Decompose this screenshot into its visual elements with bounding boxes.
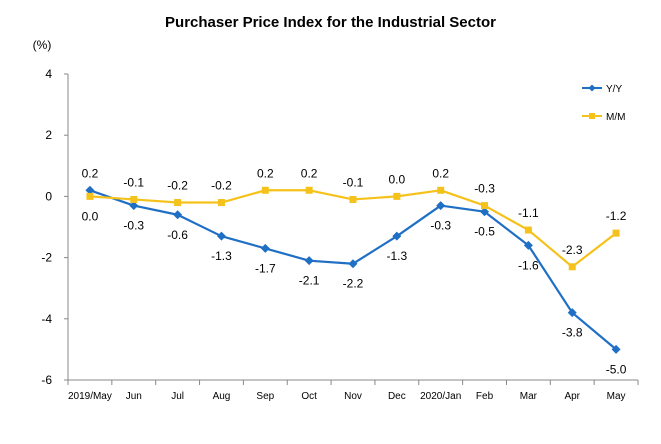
data-label-mm: -1.1 <box>518 206 539 220</box>
x-tick-label: Jun <box>126 391 142 402</box>
data-label-mm: -0.2 <box>167 179 188 193</box>
data-label-yy: -1.6 <box>518 258 539 272</box>
data-point-yy <box>348 259 358 269</box>
y-axis-label: (%) <box>33 38 52 52</box>
data-point-mm <box>86 192 94 200</box>
x-tick-label: Mar <box>520 391 538 402</box>
data-label-mm: -2.3 <box>562 243 583 257</box>
data-label-yy: 0.2 <box>82 166 99 180</box>
data-point-mm <box>217 199 225 207</box>
data-point-yy <box>216 231 226 241</box>
data-label-mm: -0.1 <box>123 175 144 189</box>
data-point-yy <box>260 243 270 253</box>
legend-marker <box>588 84 596 92</box>
y-tick-label: 0 <box>45 189 52 203</box>
data-point-mm <box>437 186 445 194</box>
data-point-yy <box>392 231 402 241</box>
legend-marker <box>589 113 595 119</box>
x-tick-label: Aug <box>213 391 231 402</box>
x-tick-label: Dec <box>388 391 406 402</box>
data-label-yy: -0.3 <box>123 219 144 233</box>
data-label-mm: -0.3 <box>474 182 495 196</box>
x-tick-label: Oct <box>301 391 317 402</box>
y-tick-label: -2 <box>41 251 52 265</box>
data-label-yy: -2.2 <box>343 277 364 291</box>
data-label-yy: -0.6 <box>167 228 188 242</box>
data-point-yy <box>85 185 95 195</box>
x-tick-label: Nov <box>344 391 362 402</box>
data-label-yy: -5.0 <box>606 362 627 376</box>
data-label-mm: -1.2 <box>606 209 627 223</box>
data-point-mm <box>349 195 357 203</box>
x-tick-label: Sep <box>256 391 274 402</box>
data-label-yy: -1.3 <box>387 249 408 263</box>
y-tick-label: 4 <box>45 67 52 81</box>
data-point-mm <box>305 186 313 194</box>
data-label-yy: -0.5 <box>474 225 495 239</box>
data-label-yy: -3.8 <box>562 326 583 340</box>
data-point-mm <box>393 192 401 200</box>
data-point-mm <box>524 226 532 234</box>
x-tick-label: Feb <box>476 391 494 402</box>
chart-title: Purchaser Price Index for the Industrial… <box>165 14 496 31</box>
x-tick-label: 2020/Jan <box>420 391 461 402</box>
y-ticks: 4 2 0 -2 -4 -6 <box>41 67 68 387</box>
data-label-yy: -2.1 <box>299 274 320 288</box>
data-point-yy <box>523 240 533 250</box>
series-points <box>85 185 621 354</box>
data-label-mm: -0.2 <box>211 179 232 193</box>
x-ticks: 2019/May Jun Jul Aug Sep Oct Nov Dec 2020/Jan Feb… <box>67 380 639 402</box>
legend-label: M/M <box>606 112 625 123</box>
data-point-yy <box>436 201 446 211</box>
data-label-mm: 0.0 <box>82 209 99 223</box>
data-label-yy: -1.3 <box>211 249 232 263</box>
y-tick-label: 2 <box>45 128 52 142</box>
axes <box>67 74 638 381</box>
x-tick-label: Apr <box>564 391 580 402</box>
data-label-mm: 0.2 <box>257 166 274 180</box>
data-point-mm <box>568 263 576 271</box>
legend: Y/Y M/M <box>582 84 625 123</box>
x-tick-label: 2019/May <box>68 391 112 402</box>
data-point-yy <box>567 308 577 318</box>
data-label-yy: -1.7 <box>255 261 276 275</box>
data-point-yy <box>304 256 314 266</box>
data-labels: 0.2 0.0 -0.3 -0.1 -0.6 -0.2 -1.3 -0.2 -1.7 0.2 -2.… <box>82 166 627 376</box>
data-point-yy <box>611 344 621 354</box>
data-point-mm <box>130 195 138 203</box>
data-point-yy <box>129 201 139 211</box>
data-label-yy: -0.3 <box>430 219 451 233</box>
y-tick-label: -4 <box>41 312 52 326</box>
data-label-mm: -0.1 <box>343 175 364 189</box>
data-point-mm <box>174 199 182 207</box>
y-tick-label: -6 <box>41 373 52 387</box>
data-point-yy <box>173 210 183 220</box>
data-label-mm: 0.2 <box>432 166 449 180</box>
x-tick-label: May <box>607 391 626 402</box>
data-label-mm: 0.0 <box>389 172 406 186</box>
x-tick-label: Jul <box>171 391 184 402</box>
legend-label: Y/Y <box>606 84 622 95</box>
data-point-mm <box>261 186 269 194</box>
data-label-mm: 0.2 <box>301 166 318 180</box>
data-point-mm <box>481 202 489 210</box>
data-point-mm <box>612 229 620 237</box>
data-point-yy <box>480 207 490 217</box>
